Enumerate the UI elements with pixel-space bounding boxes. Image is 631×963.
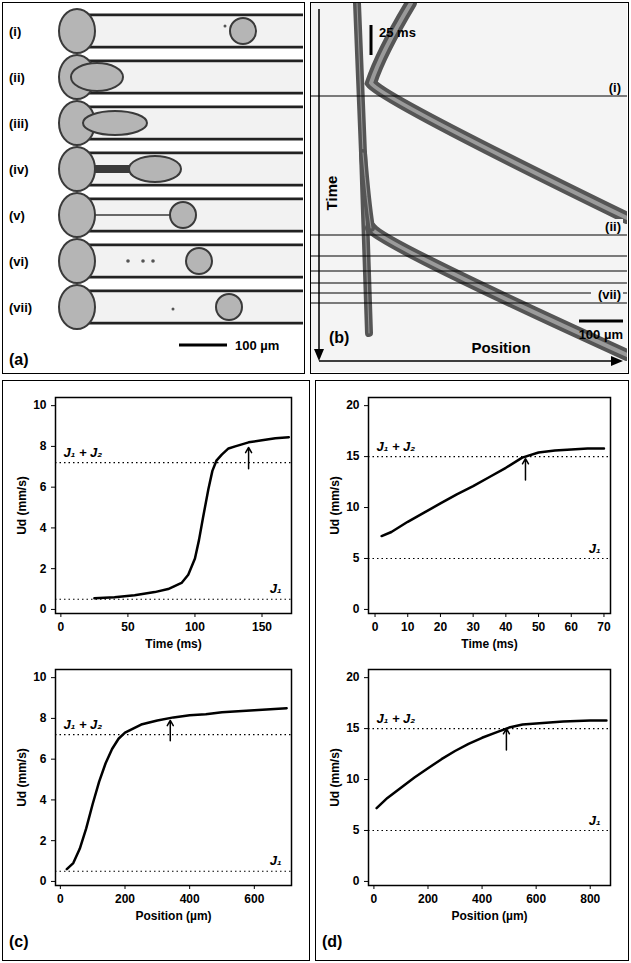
svg-text:30: 30: [466, 620, 480, 634]
svg-text:0: 0: [40, 602, 47, 616]
svg-text:50: 50: [532, 620, 546, 634]
svg-text:15: 15: [346, 721, 360, 735]
svg-text:(vii): (vii): [9, 300, 32, 315]
svg-text:10: 10: [346, 500, 360, 514]
svg-text:2: 2: [40, 562, 47, 576]
svg-text:Position (µm): Position (µm): [135, 909, 211, 923]
svg-text:Ud (mm/s): Ud (mm/s): [15, 476, 29, 535]
svg-text:(v): (v): [9, 208, 25, 223]
svg-text:100 µm: 100 µm: [235, 338, 279, 353]
svg-text:200: 200: [115, 892, 135, 906]
svg-text:Ud (mm/s): Ud (mm/s): [328, 748, 342, 807]
svg-text:8: 8: [40, 711, 47, 725]
svg-text:20: 20: [434, 620, 448, 634]
svg-text:50: 50: [121, 620, 135, 634]
svg-text:600: 600: [526, 892, 546, 906]
svg-text:200: 200: [418, 892, 438, 906]
svg-text:6: 6: [40, 752, 47, 766]
svg-text:8: 8: [40, 439, 47, 453]
svg-text:100: 100: [185, 620, 205, 634]
svg-text:Ud (mm/s): Ud (mm/s): [15, 748, 29, 807]
svg-text:20: 20: [346, 670, 360, 684]
svg-text:10: 10: [401, 620, 415, 634]
svg-text:(i): (i): [9, 24, 21, 39]
svg-text:J₁ + J₂: J₁ + J₂: [377, 439, 416, 454]
svg-text:5: 5: [353, 551, 360, 565]
svg-text:Time (ms): Time (ms): [145, 637, 201, 651]
svg-text:20: 20: [346, 398, 360, 412]
svg-text:0: 0: [372, 620, 379, 634]
html-text:(d): (d): [322, 933, 343, 950]
svg-text:0: 0: [353, 602, 360, 616]
svg-text:Time: Time: [323, 176, 340, 211]
svg-text:J₁ + J₂: J₁ + J₂: [64, 445, 103, 460]
svg-text:(a): (a): [9, 351, 29, 368]
svg-text:15: 15: [346, 449, 360, 463]
svg-text:5: 5: [353, 823, 360, 837]
svg-text:J₁: J₁: [589, 541, 601, 556]
svg-text:0: 0: [353, 874, 360, 888]
svg-text:400: 400: [180, 892, 200, 906]
svg-text:70: 70: [597, 620, 611, 634]
svg-text:60: 60: [565, 620, 579, 634]
svg-text:Ud (mm/s): Ud (mm/s): [328, 476, 342, 535]
svg-text:J₁: J₁: [270, 853, 282, 868]
svg-text:600: 600: [244, 892, 264, 906]
svg-text:Position: Position: [471, 339, 530, 356]
svg-text:10: 10: [33, 398, 47, 412]
svg-text:10: 10: [33, 670, 47, 684]
svg-text:0: 0: [40, 874, 47, 888]
svg-text:Position (µm): Position (µm): [451, 909, 527, 923]
svg-text:800: 800: [580, 892, 600, 906]
svg-text:0: 0: [58, 620, 65, 634]
svg-text:4: 4: [40, 793, 47, 807]
svg-text:(vii): (vii): [598, 287, 621, 302]
svg-text:6: 6: [40, 480, 47, 494]
svg-text:(b): (b): [329, 329, 349, 346]
svg-text:10: 10: [346, 772, 360, 786]
svg-text:(iv): (iv): [9, 162, 29, 177]
svg-text:(ii): (ii): [605, 219, 621, 234]
svg-text:0: 0: [371, 892, 378, 906]
svg-text:(iii): (iii): [9, 116, 29, 131]
svg-text:(vi): (vi): [9, 254, 29, 269]
svg-text:Time (ms): Time (ms): [461, 637, 517, 651]
svg-text:400: 400: [472, 892, 492, 906]
svg-text:150: 150: [252, 620, 272, 634]
svg-text:0: 0: [57, 892, 64, 906]
svg-text:J₁: J₁: [589, 813, 601, 828]
html-text:(c): (c): [9, 933, 29, 950]
svg-text:J₁: J₁: [270, 581, 282, 596]
svg-text:J₁ + J₂: J₁ + J₂: [377, 711, 416, 726]
svg-text:2: 2: [40, 834, 47, 848]
svg-text:25 ms: 25 ms: [379, 25, 416, 40]
svg-text:4: 4: [40, 521, 47, 535]
svg-text:40: 40: [499, 620, 513, 634]
svg-text:100 µm: 100 µm: [579, 327, 623, 342]
svg-text:(ii): (ii): [9, 70, 25, 85]
svg-text:J₁ + J₂: J₁ + J₂: [64, 717, 103, 732]
svg-text:(i): (i): [609, 80, 621, 95]
